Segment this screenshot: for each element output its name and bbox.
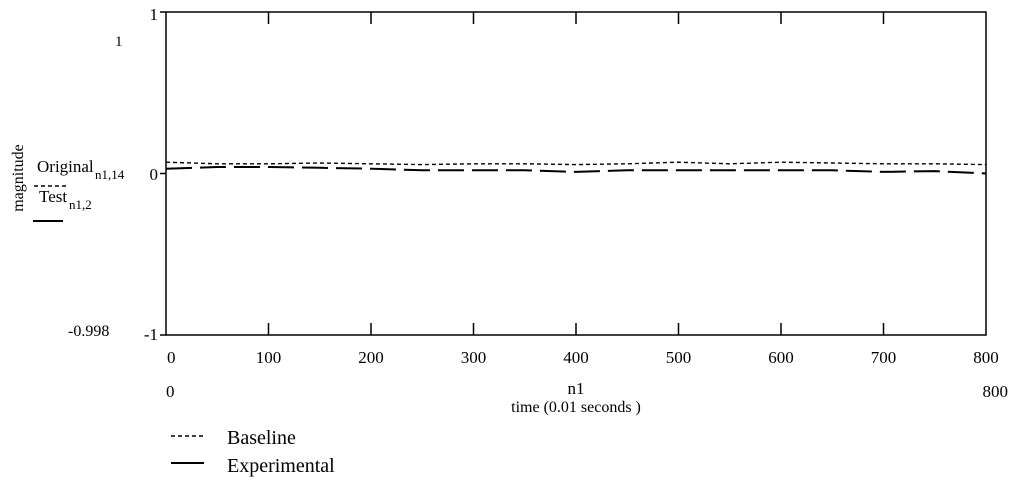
y-top-marker: 1	[115, 34, 123, 50]
x-range-right: 800	[983, 382, 1009, 401]
x-tick-label: 600	[768, 348, 794, 367]
series-line-original	[165, 161, 987, 166]
series-test-subscript: n1,2	[69, 197, 92, 212]
series-test-name: Test	[39, 187, 67, 206]
series-original-subscript: n1,14	[95, 167, 125, 182]
y-tick-bottom: -1	[144, 325, 158, 344]
y-tick-top: 1	[150, 5, 159, 24]
series-original-name: Original	[37, 157, 94, 176]
x-tick-label: 700	[871, 348, 897, 367]
x-axis-label: time (0.01 seconds )	[511, 399, 641, 416]
x-tick-label: 300	[461, 348, 487, 367]
series-line-test	[165, 166, 987, 175]
legend-experimental-label: Experimental	[227, 455, 335, 477]
legend: Baseline Experimental	[171, 427, 335, 477]
x-range-left: 0	[166, 382, 175, 401]
x-tick-label: 200	[358, 348, 384, 367]
plot-frame	[165, 11, 987, 336]
y-ticks	[160, 11, 166, 336]
y-tick-zero: 0	[150, 165, 159, 184]
x-axis-variable: n1	[568, 379, 585, 398]
y-bottom-marker: -0.998	[68, 323, 109, 340]
x-tick-label: 800	[973, 348, 999, 367]
x-tick-label: 0	[167, 348, 176, 367]
legend-baseline-label: Baseline	[227, 427, 296, 449]
x-tick-label: 100	[256, 348, 282, 367]
series-layer	[165, 161, 987, 175]
x-tick-label: 400	[563, 348, 589, 367]
x-tick-label: 500	[666, 348, 692, 367]
x-ticks: 0 100 200 300 400 500 600 700 800	[167, 12, 999, 367]
y-axis-label: magnitude	[10, 144, 27, 212]
